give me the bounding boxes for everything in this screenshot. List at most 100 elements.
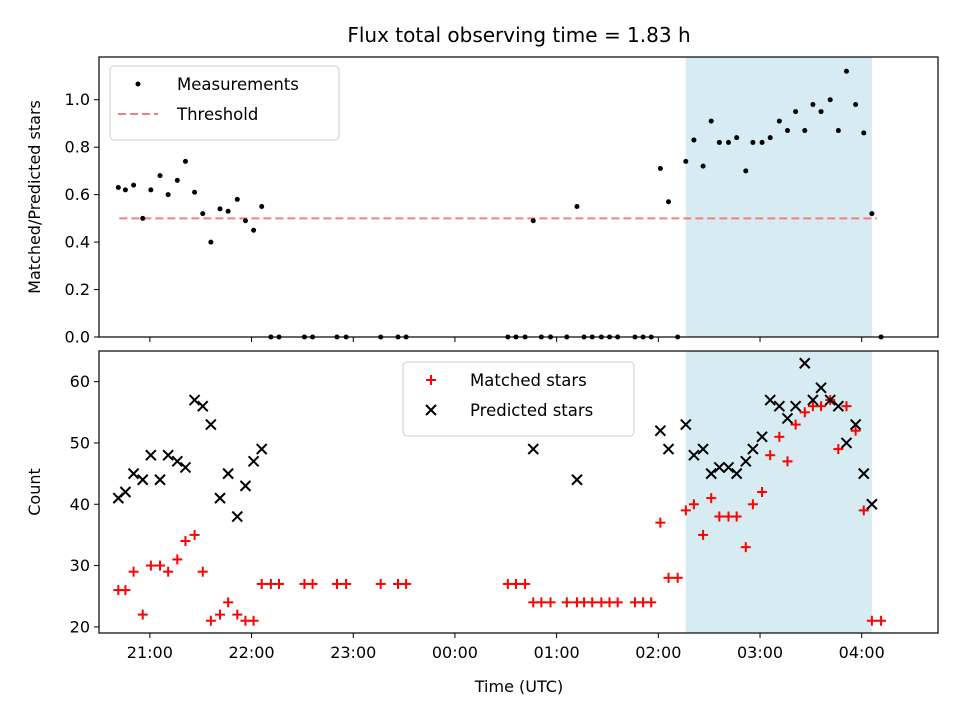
data-point: [740, 542, 751, 553]
legend-swatch: [135, 81, 141, 87]
data-point: [197, 566, 208, 577]
data-point: [757, 487, 768, 497]
data-point: [782, 456, 793, 467]
data-point: [188, 394, 201, 406]
data-point: [171, 455, 184, 468]
data-point: [861, 130, 867, 136]
data-point: [697, 443, 709, 455]
data-point: [256, 578, 267, 589]
data-point: [192, 189, 198, 195]
data-point: [137, 474, 149, 486]
axes-frame: [98, 350, 939, 634]
data-point: [163, 566, 174, 577]
data-point: [571, 474, 583, 486]
data-point: [714, 511, 725, 522]
y-tick-label: 30: [70, 556, 90, 575]
observing-window-band: [685, 57, 872, 337]
data-point: [180, 536, 191, 547]
data-point: [331, 578, 342, 589]
data-point: [574, 203, 580, 209]
y-tick-label: 1.0: [65, 90, 90, 109]
series-predicted-stars: [112, 357, 878, 523]
data-point: [256, 443, 268, 455]
data-point: [145, 449, 157, 461]
data-point: [341, 578, 352, 589]
x-tick-label: 04:00: [839, 643, 885, 662]
y-axis-label: Count: [25, 468, 44, 516]
data-point: [713, 461, 726, 474]
data-point: [781, 412, 794, 425]
data-point: [688, 499, 699, 510]
data-point: [654, 424, 667, 437]
legend-label: Predicted stars: [470, 401, 593, 420]
data-point: [148, 187, 154, 193]
data-point: [242, 218, 248, 224]
data-point: [818, 109, 824, 115]
data-point: [756, 431, 768, 443]
data-point: [131, 182, 137, 188]
data-point: [115, 185, 121, 191]
data-point: [375, 578, 386, 589]
data-point: [815, 382, 827, 394]
axes-frame: [98, 56, 939, 338]
data-point: [807, 394, 819, 406]
data-point: [205, 615, 216, 626]
y-tick-label: 0.0: [65, 328, 90, 347]
data-point: [248, 615, 259, 626]
data-point: [750, 139, 756, 145]
data-point: [527, 443, 539, 455]
data-point: [172, 554, 183, 565]
data-point: [799, 357, 811, 369]
legend: Matched stars Predicted stars: [402, 361, 635, 437]
data-point: [145, 560, 156, 571]
data-point: [162, 449, 174, 461]
data-point: [222, 467, 234, 480]
y-tick-label: 60: [70, 372, 90, 391]
data-point: [816, 401, 827, 412]
ratio-panel: 0.0 0.2 0.4 0.6 0.8 1.0 Matched/Predicted star…: [25, 56, 939, 347]
data-point: [225, 208, 231, 214]
data-point: [743, 168, 749, 174]
data-point: [165, 192, 171, 198]
data-point: [853, 101, 859, 107]
legend-label: Threshold: [176, 105, 258, 124]
data-point: [700, 163, 706, 169]
legend-swatch: [425, 404, 437, 416]
data-point: [545, 597, 556, 608]
data-point: [680, 418, 692, 431]
data-point: [824, 394, 836, 406]
data-point: [530, 218, 536, 224]
data-point: [840, 437, 853, 449]
data-point: [127, 467, 140, 480]
data-point: [247, 455, 260, 468]
legend-label: Matched stars: [470, 371, 587, 390]
data-point: [657, 166, 663, 172]
data-point: [137, 609, 148, 620]
y-axis-label: Matched/Predicted stars: [25, 100, 44, 294]
legend-swatch: [426, 375, 436, 385]
data-point: [691, 137, 697, 143]
data-point: [722, 461, 735, 474]
data-point: [731, 511, 742, 522]
data-point: [561, 597, 572, 608]
data-point: [683, 158, 689, 164]
data-point: [790, 419, 801, 430]
data-point: [774, 431, 785, 442]
data-point: [740, 455, 752, 468]
x-axis-label: Time (UTC): [474, 677, 563, 696]
data-point: [208, 239, 214, 245]
data-point: [730, 467, 743, 480]
y-tick-label: 0.4: [65, 233, 90, 252]
data-point: [155, 560, 166, 571]
data-point: [234, 196, 240, 202]
data-point: [810, 101, 816, 107]
legend: Measurements Threshold: [109, 65, 340, 141]
y-tick-label: 0.2: [65, 280, 90, 299]
data-point: [841, 401, 852, 412]
y-tick-label: 40: [70, 495, 90, 514]
data-point: [767, 135, 773, 141]
x-tick-label: 21:00: [127, 643, 173, 662]
data-point: [251, 227, 257, 233]
count-panel: 20 30 40 50 60 21:00 22:00 23:00 00:00 01:00 02:00…: [25, 350, 939, 662]
data-point: [587, 597, 598, 608]
